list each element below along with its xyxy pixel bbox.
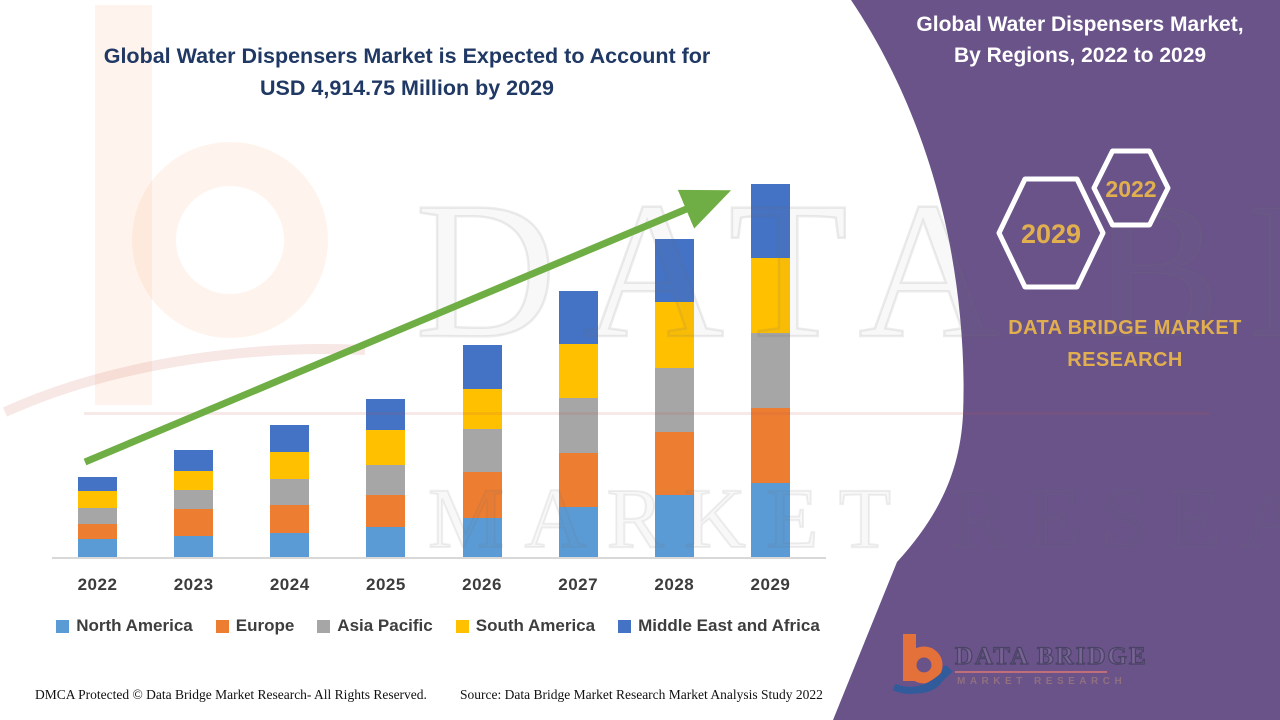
chart-title-line2: USD 4,914.75 Million by 2029 [260, 76, 554, 100]
bar-segment-2026-europe [462, 472, 502, 518]
legend-label: Asia Pacific [337, 616, 433, 635]
x-axis-label-2023: 2023 [173, 575, 214, 594]
bar-segment-2027-north-america [558, 507, 598, 557]
bar-segment-2025-asia-pacific [366, 465, 406, 496]
side-panel-title-line2: By Regions, 2022 to 2029 [953, 44, 1207, 67]
bar-segment-2028-europe [654, 432, 694, 496]
bar-segment-2023-asia-pacific [174, 490, 214, 510]
bar-segment-2023-middle-east-and-africa [174, 449, 214, 472]
logo-sub-text: MARKET RESEARCH [957, 676, 1127, 687]
bar-2026 [462, 344, 502, 557]
bar-segment-2024-middle-east-and-africa [270, 424, 310, 453]
x-axis-label-2022: 2022 [77, 575, 118, 594]
x-axis-label-2028: 2028 [654, 575, 695, 594]
chart-title-line1: Global Water Dispensers Market is Expect… [103, 44, 711, 68]
hexagon-2029-label: 2029 [1020, 219, 1082, 249]
bar-segment-2027-asia-pacific [558, 398, 598, 453]
legend-label: South America [475, 616, 596, 635]
bar-segment-2022-north-america [78, 539, 117, 557]
bar-segment-2025-middle-east-and-africa [366, 398, 406, 431]
x-axis-line [52, 557, 826, 559]
bar-segment-2023-south-america [174, 471, 214, 491]
footer-source-text: Source: Data Bridge Market Research Mark… [460, 687, 823, 702]
bar-segment-2022-europe [78, 523, 117, 540]
legend-swatch-icon [455, 619, 469, 633]
bar-2025 [366, 398, 406, 557]
bar-segment-2028-asia-pacific [654, 368, 694, 433]
legend-item-asia-pacific: Asia Pacific [317, 616, 433, 636]
legend-swatch-icon [215, 619, 229, 633]
legend-swatch-icon [317, 619, 331, 633]
data-bridge-logo: DATA BRIDGE MARKET RESEARCH [891, 631, 1146, 697]
x-axis-label-2026: 2026 [462, 575, 502, 594]
legend-item-europe: Europe [215, 616, 295, 636]
logo-b-icon [892, 634, 953, 694]
bar-2022 [78, 476, 117, 557]
bar-2023 [174, 449, 214, 557]
bar-segment-2023-north-america [174, 536, 214, 557]
hexagon-2022-label: 2022 [1105, 176, 1157, 202]
logo-underline [955, 671, 1107, 673]
legend-swatch-icon [56, 619, 70, 633]
bar-segment-2029-south-america [750, 258, 790, 334]
bar-segment-2027-europe [558, 453, 598, 507]
bar-segment-2029-asia-pacific [750, 333, 790, 409]
bar-segment-2028-north-america [654, 495, 694, 557]
legend-item-south-america: South America [455, 616, 596, 636]
legend-label: Europe [235, 616, 295, 635]
bar-segment-2029-north-america [750, 483, 790, 557]
x-axis-label-2029: 2029 [750, 575, 791, 594]
legend-label: North America [76, 616, 193, 635]
brand-text-line2: RESEARCH [1067, 349, 1183, 371]
bar-segment-2027-south-america [558, 343, 598, 398]
side-panel-shape [833, 0, 1280, 720]
bar-segment-2026-asia-pacific [462, 428, 502, 472]
bar-2027 [558, 291, 598, 557]
chart-legend: North America Europe Asia Pacific South Ame… [55, 616, 821, 636]
bar-segment-2023-europe [174, 509, 214, 536]
bar-2029 [750, 184, 790, 557]
bar-segment-2022-middle-east-and-africa [78, 476, 117, 491]
footer-dmca-text: DMCA Protected © Data Bridge Market Rese… [35, 687, 427, 702]
side-panel-title: Global Water Dispensers Market, By Regio… [880, 9, 1280, 71]
bar-segment-2025-north-america [366, 527, 406, 557]
bar-segment-2029-middle-east-and-africa [750, 184, 790, 259]
bar-segment-2022-south-america [78, 490, 117, 508]
side-panel-title-line1: Global Water Dispensers Market, [916, 13, 1244, 36]
legend-swatch-icon [618, 619, 632, 633]
brand-text-line1: DATA BRIDGE MARKET [1008, 317, 1242, 339]
legend-label: Middle East and Africa [638, 616, 820, 635]
bar-segment-2028-middle-east-and-africa [654, 238, 694, 303]
legend-item-middle-east-and-africa: Middle East and Africa [618, 616, 820, 636]
x-axis-label-2025: 2025 [365, 575, 406, 594]
bar-segment-2024-asia-pacific [270, 478, 310, 506]
bar-segment-2026-middle-east-and-africa [462, 344, 502, 389]
x-axis-label-2027: 2027 [558, 575, 599, 594]
bar-segment-2029-europe [750, 408, 790, 484]
brand-text: DATA BRIDGE MARKET RESEARCH [965, 312, 1280, 376]
hexagon-badges [996, 148, 1171, 290]
bar-segment-2022-asia-pacific [78, 507, 117, 524]
bar-2028 [654, 238, 694, 557]
bar-segment-2025-europe [366, 495, 406, 527]
x-axis-label-2024: 2024 [269, 575, 310, 594]
bar-segment-2025-south-america [366, 430, 406, 466]
hexagon-2029 [996, 176, 1106, 290]
legend-item-north-america: North America [56, 616, 193, 636]
bar-segment-2024-europe [270, 505, 310, 533]
bar-segment-2024-south-america [270, 452, 310, 479]
bar-segment-2028-south-america [654, 302, 694, 369]
bar-segment-2026-south-america [462, 388, 502, 429]
bar-segment-2024-north-america [270, 533, 310, 557]
bar-2024 [270, 424, 310, 557]
chart-title: Global Water Dispensers Market is Expect… [27, 40, 787, 104]
bar-segment-2026-north-america [462, 518, 502, 557]
bar-segment-2027-middle-east-and-africa [558, 291, 598, 344]
logo-name-text: DATA BRIDGE [954, 642, 1148, 670]
hexagon-2022 [1091, 148, 1171, 228]
trend-arrow [83, 189, 732, 466]
